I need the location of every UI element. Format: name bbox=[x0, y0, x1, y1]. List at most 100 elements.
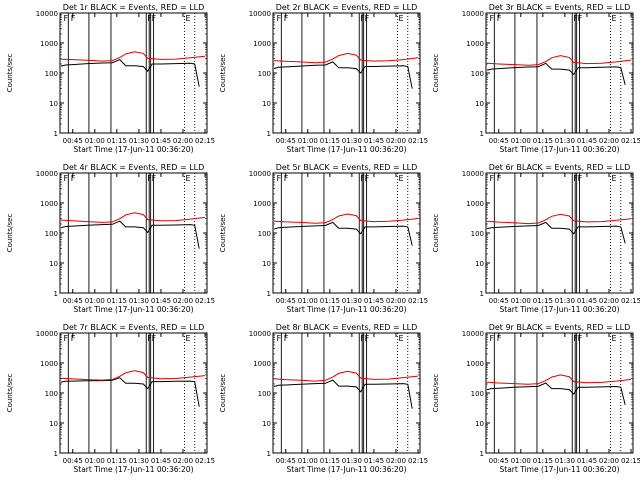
x-tick-label: 00:45 bbox=[489, 457, 509, 465]
y-tick-label: 1 bbox=[267, 290, 271, 298]
x-tick-label: 01:15 bbox=[533, 457, 553, 465]
y-tick-label: 1 bbox=[267, 130, 271, 138]
x-tick-label: 01:30 bbox=[129, 457, 149, 465]
x-tick-label: 00:45 bbox=[63, 137, 83, 145]
event-flag-label: F bbox=[360, 334, 365, 343]
event-flag-label: F bbox=[365, 174, 370, 183]
panel-title: Det 8r BLACK = Events, RED = LLD bbox=[276, 323, 418, 332]
event-flag-label: E bbox=[185, 14, 190, 23]
x-tick-label: 02:00 bbox=[386, 457, 406, 465]
x-axis-title: Start Time (17-Jun-11 00:36:20) bbox=[287, 305, 407, 314]
series-line-lld bbox=[60, 51, 206, 62]
x-tick-label: 02:00 bbox=[599, 297, 619, 305]
x-tick-label: 00:45 bbox=[276, 457, 296, 465]
x-tick-label: 01:45 bbox=[364, 137, 384, 145]
x-axis-title: Start Time (17-Jun-11 00:36:20) bbox=[500, 465, 620, 474]
y-tick-label: 1000 bbox=[253, 40, 271, 48]
event-flag-label: F bbox=[152, 174, 157, 183]
y-tick-label: 10000 bbox=[249, 10, 271, 18]
y-tick-label: 1 bbox=[54, 130, 58, 138]
y-tick-label: 100 bbox=[45, 230, 58, 238]
x-tick-label: 02:15 bbox=[408, 297, 428, 305]
x-tick-label: 01:15 bbox=[320, 137, 340, 145]
x-tick-label: 01:15 bbox=[320, 297, 340, 305]
x-axis-title: Start Time (17-Jun-11 00:36:20) bbox=[74, 305, 194, 314]
series-line-events bbox=[60, 59, 200, 87]
x-tick-label: 00:45 bbox=[63, 297, 83, 305]
event-flag-label: F bbox=[489, 334, 494, 343]
event-flag-label: F bbox=[284, 334, 289, 343]
x-tick-label: 01:15 bbox=[107, 137, 127, 145]
x-axis-title: Start Time (17-Jun-11 00:36:20) bbox=[287, 465, 407, 474]
y-tick-label: 10000 bbox=[36, 330, 58, 338]
event-flag-label: E bbox=[398, 174, 403, 183]
event-flag-label: F bbox=[276, 334, 281, 343]
event-flag-label: F bbox=[573, 14, 578, 23]
panel-title: Det 1r BLACK = Events, RED = LLD bbox=[63, 3, 205, 12]
x-tick-label: 02:00 bbox=[173, 457, 193, 465]
y-tick-label: 1000 bbox=[40, 200, 58, 208]
x-tick-label: 01:15 bbox=[533, 137, 553, 145]
event-flag-label: F bbox=[497, 14, 502, 23]
x-tick-label: 02:00 bbox=[599, 457, 619, 465]
y-tick-label: 10 bbox=[49, 420, 58, 428]
plot-frame bbox=[272, 172, 421, 294]
series-line-events bbox=[486, 221, 626, 244]
event-flag-label: F bbox=[365, 14, 370, 23]
event-flag-label: F bbox=[578, 334, 583, 343]
plot-frame bbox=[272, 12, 421, 134]
event-flag-label: F bbox=[63, 14, 68, 23]
series-line-events bbox=[273, 221, 413, 246]
y-tick-label: 1000 bbox=[466, 360, 484, 368]
x-tick-label: 01:15 bbox=[107, 297, 127, 305]
plot-frame bbox=[485, 172, 634, 294]
y-tick-label: 10 bbox=[262, 260, 271, 268]
event-flag-label: E bbox=[185, 334, 190, 343]
y-tick-label: 10000 bbox=[36, 170, 58, 178]
x-tick-label: 02:15 bbox=[195, 137, 215, 145]
x-tick-label: 02:15 bbox=[408, 457, 428, 465]
event-flag-label: F bbox=[489, 174, 494, 183]
series-line-lld bbox=[486, 213, 632, 225]
event-flag-label: F bbox=[497, 334, 502, 343]
y-tick-label: 100 bbox=[471, 390, 484, 398]
x-tick-label: 02:15 bbox=[621, 297, 640, 305]
x-tick-label: 00:45 bbox=[276, 297, 296, 305]
y-axis-title: Counts/sec bbox=[432, 374, 440, 413]
event-flag-label: F bbox=[497, 174, 502, 183]
event-flag-label: E bbox=[398, 14, 403, 23]
x-tick-label: 01:00 bbox=[85, 297, 105, 305]
series-line-lld bbox=[273, 213, 419, 224]
x-tick-label: 00:45 bbox=[489, 297, 509, 305]
event-flag-label: F bbox=[360, 174, 365, 183]
x-tick-label: 01:45 bbox=[577, 297, 597, 305]
y-axis-title: Counts/sec bbox=[432, 214, 440, 253]
plot-frame bbox=[485, 332, 634, 454]
event-flag-label: F bbox=[71, 174, 76, 183]
event-flag-label: E bbox=[611, 174, 616, 183]
series-line-events bbox=[273, 379, 413, 409]
x-tick-label: 01:45 bbox=[151, 297, 171, 305]
panel-title: Det 2r BLACK = Events, RED = LLD bbox=[276, 3, 418, 12]
event-flag-label: E bbox=[611, 14, 616, 23]
panel-title: Det 6r BLACK = Events, RED = LLD bbox=[489, 163, 631, 172]
x-tick-label: 01:45 bbox=[577, 137, 597, 145]
y-tick-label: 1000 bbox=[466, 40, 484, 48]
y-tick-label: 1 bbox=[480, 450, 484, 458]
x-tick-label: 01:15 bbox=[533, 297, 553, 305]
event-flag-label: F bbox=[365, 334, 370, 343]
event-flag-label: F bbox=[573, 334, 578, 343]
event-flag-label: F bbox=[152, 14, 157, 23]
x-axis-title: Start Time (17-Jun-11 00:36:20) bbox=[287, 145, 407, 154]
y-tick-label: 100 bbox=[471, 70, 484, 78]
x-tick-label: 01:00 bbox=[85, 137, 105, 145]
plot-frame bbox=[272, 332, 421, 454]
x-tick-label: 01:00 bbox=[511, 457, 531, 465]
x-tick-label: 02:15 bbox=[621, 457, 640, 465]
